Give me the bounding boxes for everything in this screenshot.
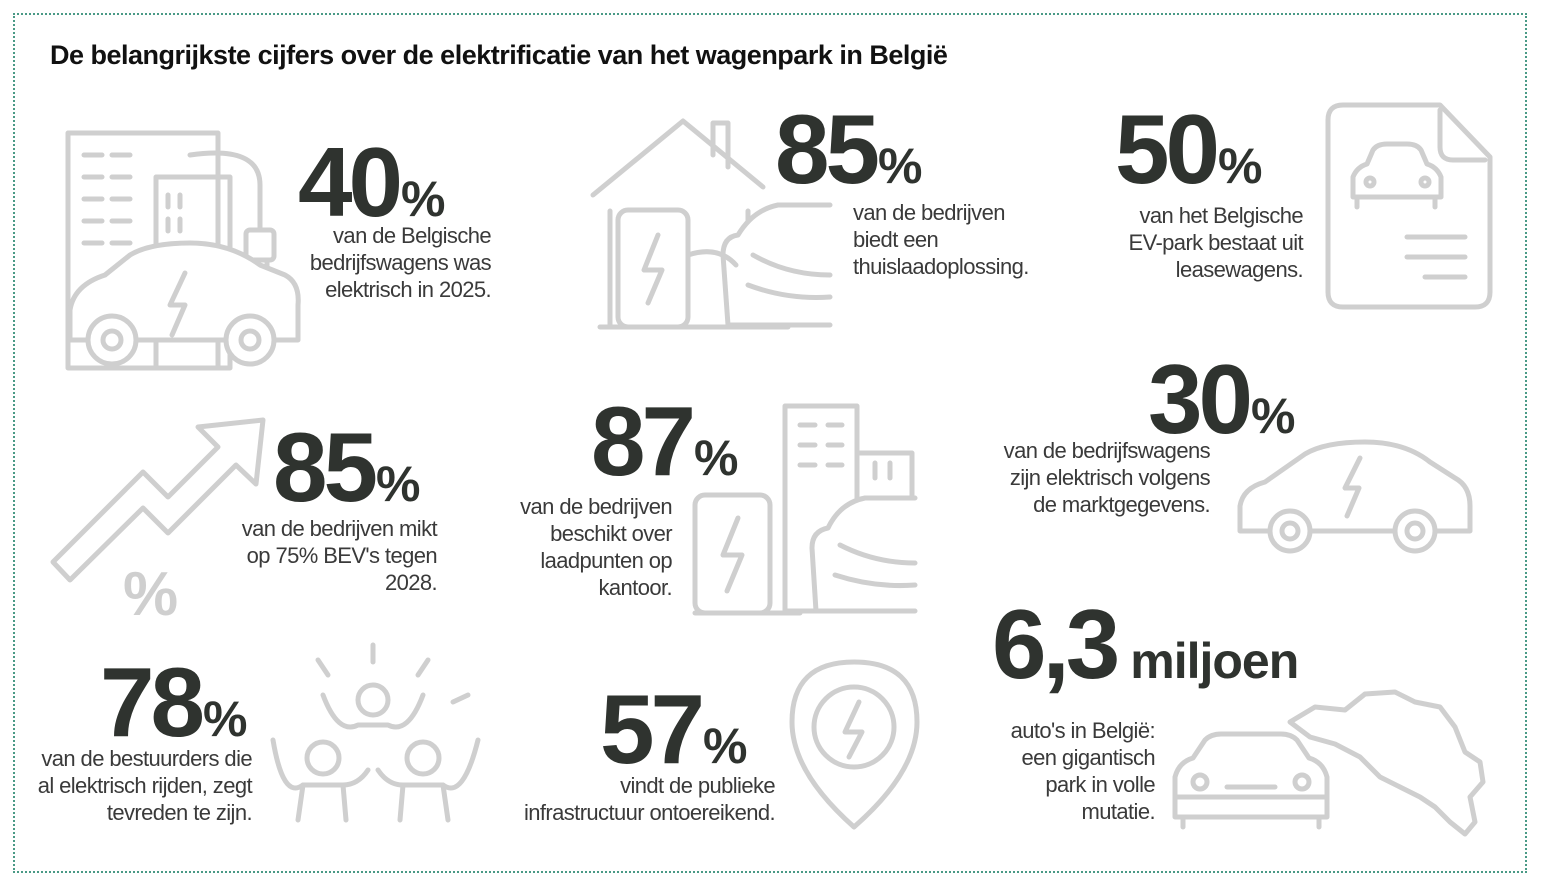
stat-85b-text: van de bedrijven mikt op 75% BEV's tegen 2… (241, 516, 438, 595)
lease-document-icon (1325, 102, 1493, 310)
ev-car-icon (1237, 439, 1473, 554)
stat-57-value: 57% (600, 674, 748, 784)
stat-85a-value: 85% (775, 94, 923, 204)
belgium-car-icon (1172, 689, 1486, 837)
stat-30-text: van de bedrijfswagens zijn elektrisch vol… (1003, 438, 1211, 517)
growth-arrow-icon: % (50, 417, 266, 629)
stat-78-text: van de bestuurders die al elektrisch rijd… (37, 746, 253, 825)
stat-87-text: van de bedrijven beschikt over laadpunten … (520, 494, 672, 600)
stat-57-text: vindt de publieke infrastructuur ontoerei… (523, 773, 776, 825)
happy-people-icon (270, 642, 481, 823)
stat-30-value: 30% (1148, 344, 1296, 454)
house-charger-icon (590, 118, 833, 330)
stat-40-text: van de Belgische bedrijfswagens was elektr… (309, 223, 492, 302)
svg-text:%: % (123, 560, 178, 629)
stat-78-value: 78% (100, 647, 248, 757)
charging-pin-icon (789, 659, 920, 830)
stat-40-value: 40% (298, 127, 446, 237)
stat-85b-value: 85% (273, 412, 421, 522)
office-charger-icon (692, 403, 918, 616)
infographic-frame (13, 13, 1527, 873)
stat-63-value: 6,3 miljoen (992, 589, 1299, 699)
building-car-plug-icon (65, 130, 301, 371)
stat-50-text: van het Belgische EV-park bestaat uit leas… (1128, 203, 1304, 282)
stat-63-text: auto's in België: een gigantisch park in v… (1010, 718, 1156, 824)
stat-87-value: 87% (591, 386, 739, 496)
stat-50-value: 50% (1115, 94, 1263, 204)
stat-85a-text: van de bedrijven biedt een thuislaadoploss… (853, 200, 1029, 279)
page-title: De belangrijkste cijfers over de elektri… (50, 40, 948, 70)
